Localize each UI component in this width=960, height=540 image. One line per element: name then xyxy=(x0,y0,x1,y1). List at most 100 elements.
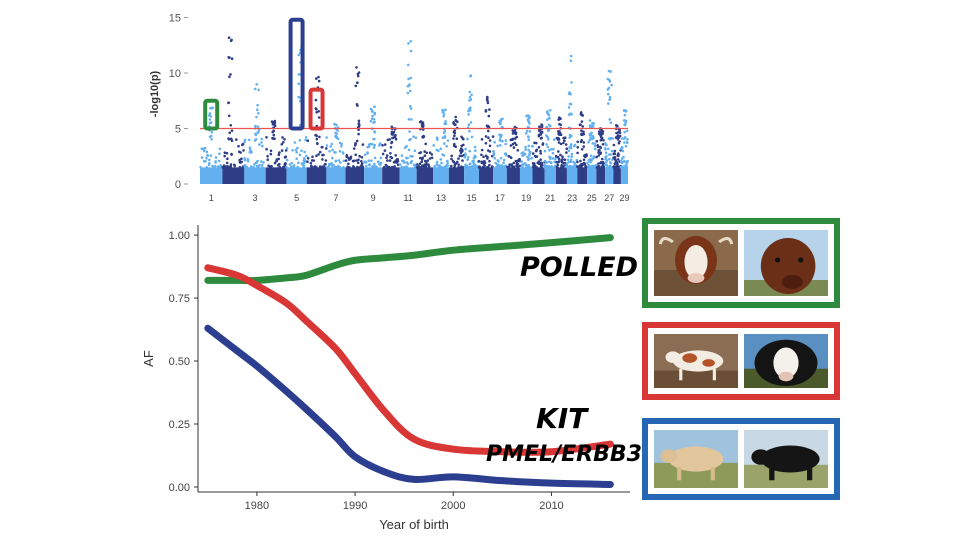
snp-point xyxy=(560,165,563,169)
snp-point xyxy=(354,142,357,145)
chromosome-22-points xyxy=(554,116,569,184)
snp-point xyxy=(246,157,250,161)
chromosome-band xyxy=(200,167,223,184)
snp-point xyxy=(352,166,356,169)
manhattan-ytick-label: 15 xyxy=(169,13,181,25)
af-ytick-label: 0.50 xyxy=(169,356,190,368)
snp-point xyxy=(460,144,464,148)
snp-point xyxy=(557,150,560,153)
chromosome-band xyxy=(577,167,588,184)
chromosome-label: 11 xyxy=(403,193,412,203)
snp-point xyxy=(371,109,374,112)
chromosome-label: 15 xyxy=(467,193,477,203)
snp-point xyxy=(600,133,603,137)
snp-point xyxy=(238,160,242,164)
snp-point xyxy=(591,134,595,138)
snp-point xyxy=(454,115,458,119)
snp-point xyxy=(295,157,299,160)
snp-point xyxy=(349,155,353,159)
snp-point xyxy=(316,142,319,145)
snp-point xyxy=(409,155,412,158)
snp-point xyxy=(367,145,371,148)
snp-point xyxy=(254,138,258,141)
snp-point xyxy=(488,163,491,167)
snp-point xyxy=(623,166,626,169)
snp-point xyxy=(539,131,543,135)
snp-point xyxy=(419,156,422,160)
snp-point xyxy=(347,162,350,166)
snp-point xyxy=(467,123,471,126)
snp-point xyxy=(222,164,226,167)
snp-point xyxy=(344,159,348,162)
snp-point xyxy=(511,129,514,132)
snp-point xyxy=(486,99,489,103)
snp-point xyxy=(468,149,472,153)
snp-point xyxy=(306,157,310,160)
snp-point xyxy=(457,163,460,166)
snp-point xyxy=(528,130,532,133)
snp-point xyxy=(257,130,260,134)
snp-point xyxy=(303,159,307,162)
chromosome-band xyxy=(416,167,434,184)
snp-point xyxy=(520,163,524,167)
snp-point xyxy=(498,133,501,137)
snp-point xyxy=(390,130,394,134)
snp-point xyxy=(558,116,561,119)
chromosome-label: 27 xyxy=(604,193,614,203)
snp-point xyxy=(548,148,551,152)
af-xtick-label: 1980 xyxy=(245,500,269,512)
chromosome-band xyxy=(448,167,465,184)
snp-point xyxy=(298,139,302,142)
snp-point xyxy=(526,155,529,159)
snp-point xyxy=(549,161,553,164)
snp-point xyxy=(357,158,360,162)
snp-point xyxy=(599,146,602,149)
snp-point xyxy=(477,166,481,169)
snp-point xyxy=(229,124,233,127)
snp-point xyxy=(612,152,615,156)
snp-point xyxy=(573,143,577,147)
snp-point xyxy=(548,165,551,169)
snp-point xyxy=(199,166,202,169)
snp-point xyxy=(609,165,612,168)
snp-point xyxy=(529,150,532,154)
snp-point xyxy=(530,156,534,160)
snp-point xyxy=(270,165,273,168)
chromosome-band xyxy=(596,167,606,184)
chromosome-band xyxy=(306,167,327,184)
snp-point xyxy=(297,53,300,57)
snp-point xyxy=(606,77,610,81)
snp-point xyxy=(567,92,571,95)
snp-point xyxy=(433,165,437,168)
snp-point xyxy=(548,155,551,159)
snp-point xyxy=(520,152,523,155)
snp-point xyxy=(460,154,464,158)
manhattan-ytick-label: 0 xyxy=(175,179,181,191)
snp-point xyxy=(553,160,556,164)
snp-point xyxy=(331,148,335,152)
snp-point xyxy=(598,130,601,133)
snp-point xyxy=(555,165,559,169)
snp-point xyxy=(579,159,582,163)
snp-point xyxy=(378,144,381,147)
snp-point xyxy=(411,155,414,158)
snp-point xyxy=(205,150,209,154)
snp-point xyxy=(473,154,477,158)
snp-point xyxy=(390,132,394,136)
snp-point xyxy=(280,149,284,152)
snp-point xyxy=(480,138,484,141)
snp-point xyxy=(357,128,360,132)
snp-point xyxy=(210,130,214,134)
snp-point xyxy=(280,143,284,146)
snp-point xyxy=(499,156,503,160)
snp-point xyxy=(549,109,552,112)
snp-point xyxy=(545,110,549,114)
snp-point xyxy=(356,165,359,169)
snp-point xyxy=(348,166,351,169)
chromosome-9-points xyxy=(363,105,383,184)
snp-point xyxy=(513,141,517,145)
snp-point xyxy=(609,153,612,156)
snp-point xyxy=(446,139,450,142)
snp-point xyxy=(400,159,404,163)
snp-point xyxy=(546,118,549,121)
